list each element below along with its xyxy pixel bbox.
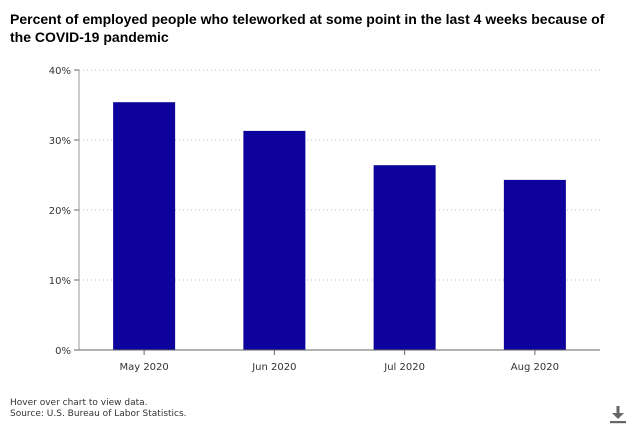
y-tick-label: 0% xyxy=(55,346,71,357)
gridlines xyxy=(79,69,600,281)
x-tick-label: May 2020 xyxy=(119,362,168,373)
y-tick-label: 40% xyxy=(49,66,71,77)
y-axis-ticks: 0% 10% 20% 30% 40% xyxy=(49,66,79,357)
bar-chart[interactable]: 0% 10% 20% 30% 40% May 2020 Jun 2020 Jul 2020 A… xyxy=(0,0,640,400)
bar-jul-2020[interactable] xyxy=(373,165,436,350)
download-icon[interactable] xyxy=(608,404,628,424)
x-tick-label: Jun 2020 xyxy=(251,362,296,373)
source-note: Source: U.S. Bureau of Labor Statistics. xyxy=(10,409,187,419)
x-tick-label: Jul 2020 xyxy=(383,362,425,373)
chart-title: Percent of employed people who teleworke… xyxy=(10,11,605,45)
bar-may-2020[interactable] xyxy=(113,102,176,350)
bars[interactable] xyxy=(113,102,566,350)
y-tick-label: 30% xyxy=(49,136,71,147)
y-tick-label: 20% xyxy=(49,206,71,217)
hover-note: Hover over chart to view data. xyxy=(10,398,148,408)
y-tick-label: 10% xyxy=(49,276,71,287)
bar-aug-2020[interactable] xyxy=(503,179,566,350)
x-tick-label: Aug 2020 xyxy=(511,362,559,373)
x-axis-ticks: May 2020 Jun 2020 Jul 2020 Aug 2020 xyxy=(119,350,559,373)
bar-jun-2020[interactable] xyxy=(243,130,306,350)
